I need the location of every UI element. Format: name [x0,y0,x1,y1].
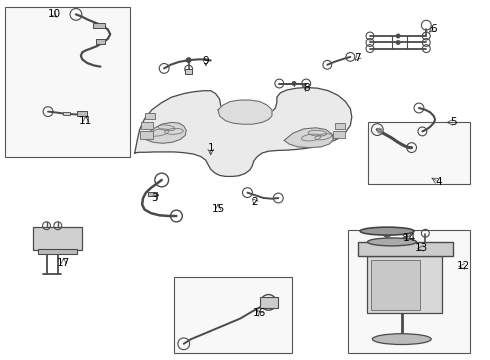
Text: 5: 5 [450,117,457,127]
Bar [367,256,442,313]
Bar [33,227,82,250]
Ellipse shape [396,33,401,39]
Bar [140,131,153,139]
Polygon shape [135,87,352,176]
Ellipse shape [360,227,414,235]
Bar [335,123,345,129]
Text: 16: 16 [253,308,267,318]
Bar [333,131,345,138]
Text: 4: 4 [435,177,442,187]
Text: 1: 1 [207,143,214,153]
Ellipse shape [372,334,431,345]
Ellipse shape [396,40,401,45]
Text: 10: 10 [48,9,60,19]
Ellipse shape [377,128,383,134]
Bar [77,111,87,116]
Text: 9: 9 [202,56,209,66]
Bar [174,277,292,353]
Bar [348,230,470,353]
Text: 17: 17 [57,258,71,268]
Bar [96,39,105,44]
Ellipse shape [292,81,296,86]
Bar [141,122,153,129]
Polygon shape [218,100,272,124]
Bar [371,260,420,310]
Ellipse shape [368,238,416,246]
Bar [368,122,470,184]
Bar [260,297,278,308]
Bar [63,112,70,115]
Bar [358,242,453,256]
Bar [145,113,155,119]
Text: 15: 15 [211,204,225,214]
Bar [5,7,130,157]
Text: 11: 11 [79,116,93,126]
Polygon shape [145,122,186,143]
Text: 6: 6 [430,24,437,34]
Text: 7: 7 [354,53,361,63]
Text: 2: 2 [251,197,258,207]
Bar [93,23,105,28]
Bar [185,69,192,74]
Text: 14: 14 [402,233,416,243]
Bar [38,249,77,254]
Ellipse shape [186,57,192,63]
Text: 12: 12 [456,261,470,271]
Text: 13: 13 [415,243,428,253]
Bar [148,192,157,196]
Polygon shape [284,128,333,148]
Text: 3: 3 [151,193,158,203]
Text: 8: 8 [303,83,310,93]
